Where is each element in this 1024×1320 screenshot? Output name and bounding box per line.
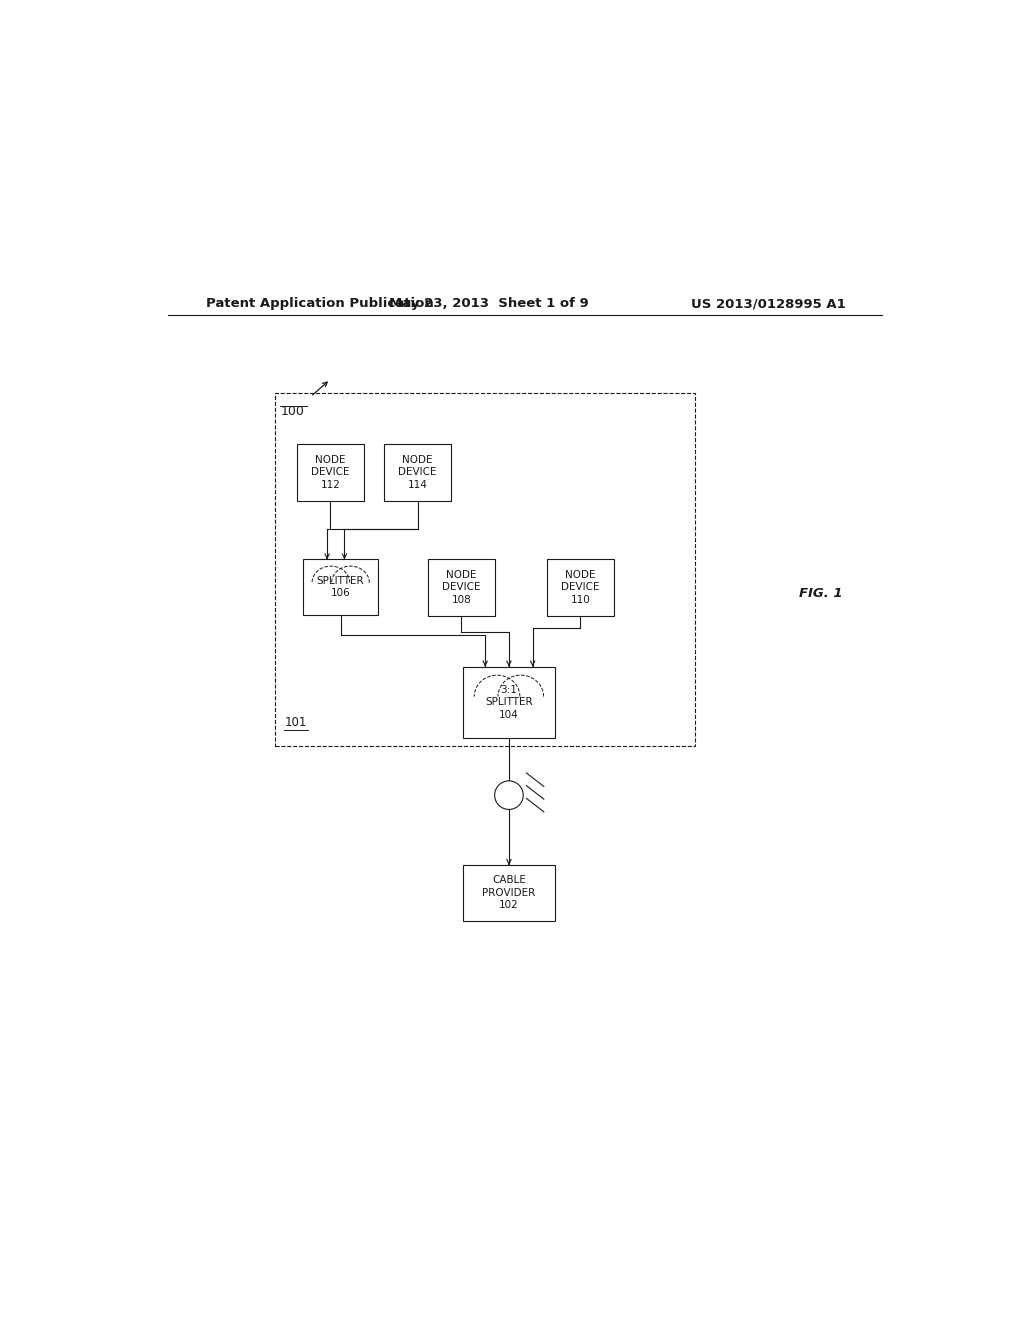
FancyBboxPatch shape: [297, 444, 365, 500]
Circle shape: [495, 781, 523, 809]
Text: NODE
DEVICE
108: NODE DEVICE 108: [442, 570, 480, 605]
Text: NODE
DEVICE
112: NODE DEVICE 112: [311, 455, 349, 490]
Text: 100: 100: [281, 405, 304, 417]
FancyBboxPatch shape: [384, 444, 452, 500]
Text: May 23, 2013  Sheet 1 of 9: May 23, 2013 Sheet 1 of 9: [389, 297, 589, 310]
Text: FIG. 1: FIG. 1: [799, 587, 842, 601]
Text: 3:1
SPLITTER
104: 3:1 SPLITTER 104: [485, 685, 532, 719]
Text: CABLE
PROVIDER
102: CABLE PROVIDER 102: [482, 875, 536, 911]
Text: NODE
DEVICE
114: NODE DEVICE 114: [398, 455, 437, 490]
Text: SPLITTER
106: SPLITTER 106: [316, 576, 365, 598]
FancyBboxPatch shape: [428, 558, 495, 616]
Text: NODE
DEVICE
110: NODE DEVICE 110: [561, 570, 600, 605]
FancyBboxPatch shape: [463, 865, 555, 920]
Text: Patent Application Publication: Patent Application Publication: [206, 297, 433, 310]
FancyBboxPatch shape: [547, 558, 614, 616]
FancyBboxPatch shape: [463, 667, 555, 738]
Text: US 2013/0128995 A1: US 2013/0128995 A1: [691, 297, 846, 310]
Text: 101: 101: [285, 717, 307, 729]
FancyBboxPatch shape: [303, 560, 379, 615]
